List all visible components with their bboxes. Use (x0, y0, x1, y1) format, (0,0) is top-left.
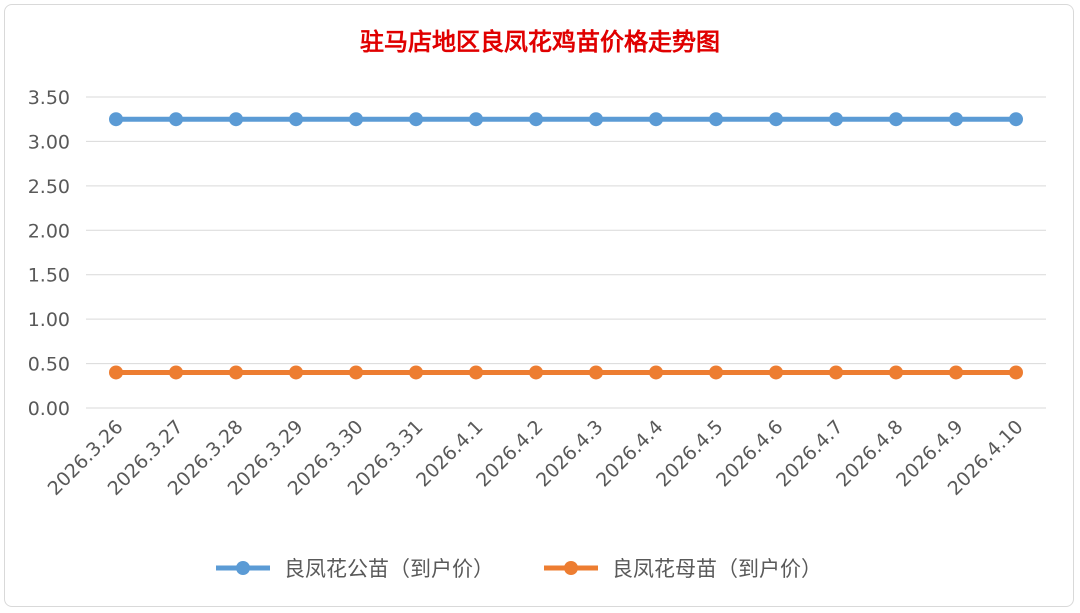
legend-label: 良凤花母苗（到户价） (612, 557, 822, 581)
data-point (709, 365, 723, 380)
data-point (829, 112, 843, 127)
data-point (589, 365, 603, 380)
chart-frame (4, 4, 1074, 607)
y-tick-label: 3.00 (28, 131, 70, 153)
data-point (169, 112, 183, 127)
chart-title: 驻马店地区良凤花鸡苗价格走势图 (360, 27, 720, 56)
data-point (529, 112, 543, 127)
data-point (109, 112, 123, 127)
y-tick-label: 1.50 (28, 265, 70, 287)
data-point (709, 112, 723, 127)
data-point (469, 112, 483, 127)
data-point (229, 112, 243, 127)
data-point (1009, 365, 1023, 380)
data-point (889, 112, 903, 127)
legend-label: 良凤花公苗（到户价） (284, 557, 494, 581)
data-point (889, 365, 903, 380)
data-point (829, 365, 843, 380)
data-point (649, 365, 663, 380)
data-point (589, 112, 603, 127)
data-point (229, 365, 243, 380)
data-point (289, 112, 303, 127)
data-point (649, 112, 663, 127)
y-tick-label: 2.50 (28, 176, 70, 198)
data-point (349, 112, 363, 127)
data-point (409, 112, 423, 127)
data-point (349, 365, 363, 380)
y-tick-label: 3.50 (28, 87, 70, 109)
data-point (289, 365, 303, 380)
data-point (109, 365, 123, 380)
y-tick-label: 0.00 (28, 398, 70, 420)
data-point (769, 112, 783, 127)
data-point (1009, 112, 1023, 127)
y-tick-label: 2.00 (28, 220, 70, 242)
data-point (949, 112, 963, 127)
y-axis: 0.00 0.50 1.00 1.50 2.00 2.50 3.00 3.50 (28, 87, 70, 420)
data-point (169, 365, 183, 380)
y-tick-label: 0.50 (28, 354, 70, 376)
legend: 良凤花公苗（到户价） 良凤花母苗（到户价） (216, 557, 822, 581)
data-point (529, 365, 543, 380)
gridlines (86, 96, 1046, 409)
data-point (409, 365, 423, 380)
data-point (949, 365, 963, 380)
legend-swatch-marker (236, 561, 250, 575)
series-group (109, 112, 1023, 380)
data-point (469, 365, 483, 380)
y-tick-label: 1.00 (28, 309, 70, 331)
legend-swatch-marker (564, 561, 578, 575)
data-point (769, 365, 783, 380)
x-axis: 2026.3.262026.3.272026.3.282026.3.292026… (44, 416, 1028, 500)
